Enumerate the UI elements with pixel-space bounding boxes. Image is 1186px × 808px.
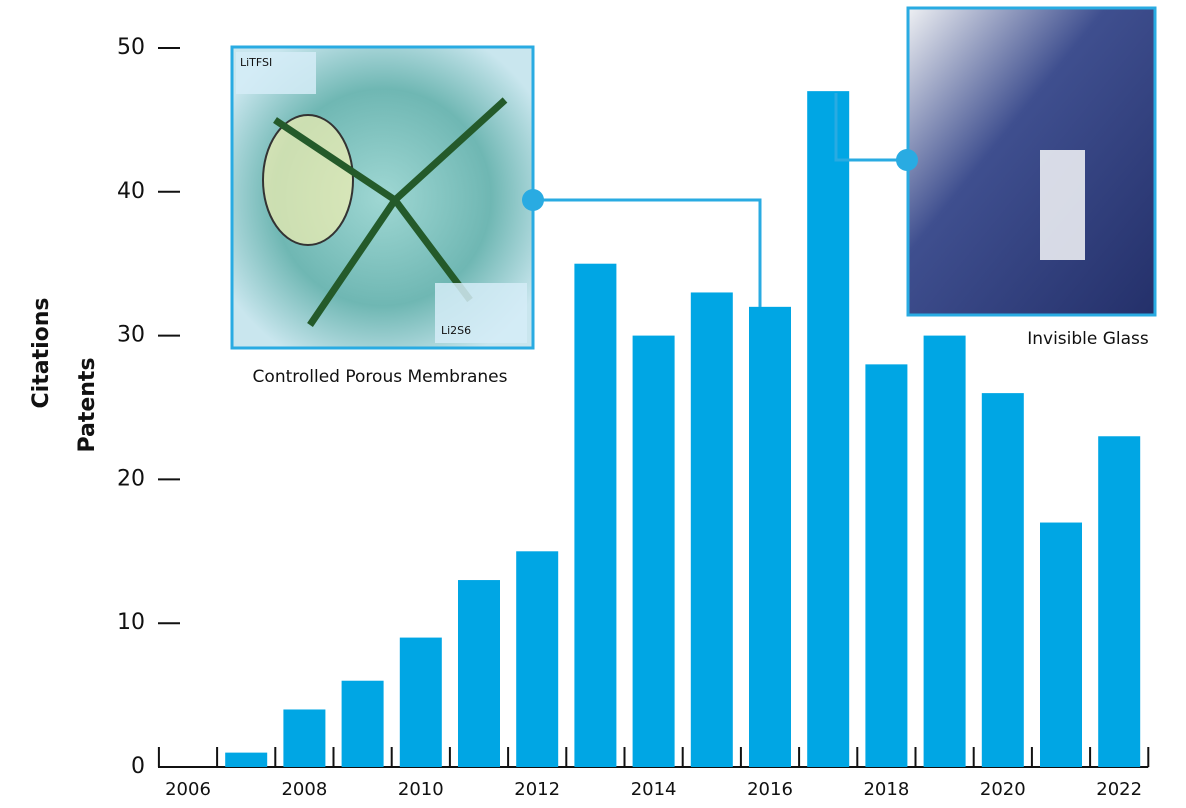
bar: [982, 393, 1024, 767]
caption: Invisible Glass: [1027, 329, 1149, 349]
bar: [516, 551, 558, 767]
y-tick-label: 40: [117, 179, 145, 204]
bar: [458, 580, 500, 767]
bar: [633, 336, 675, 767]
bar: [924, 336, 966, 767]
y-tick-label: 0: [131, 754, 145, 779]
x-tick-label: 2008: [281, 779, 327, 800]
y-tick-label: 30: [117, 323, 145, 348]
inset-label: Li2S6: [441, 324, 471, 337]
x-tick-label: 2010: [398, 779, 444, 800]
bar: [574, 264, 616, 767]
inset-image: [908, 8, 1155, 315]
bar: [400, 638, 442, 767]
y-tick-label: 20: [117, 466, 145, 491]
x-tick-label: 2018: [863, 779, 909, 800]
inset-glass: Invisible Glass: [836, 8, 1155, 349]
connector: [533, 200, 760, 307]
chart: Citations Patents 0 10 20 30 40 50 2006 2008 201…: [0, 0, 1186, 808]
page: {"chart_data": {"type": "bar", "y_label"…: [0, 0, 1186, 808]
inset-label: LiTFSI: [240, 56, 272, 69]
bar: [1098, 436, 1140, 767]
bar: [283, 709, 325, 767]
x-tick-label: 2020: [980, 779, 1026, 800]
y2-axis-title: Citations: [29, 298, 54, 409]
bar: [225, 753, 267, 767]
bar: [691, 292, 733, 767]
x-tick-label: 2006: [165, 779, 211, 800]
bar: [807, 91, 849, 767]
inset-membranes: LiTFSI Li2S6 Controlled Porous Membranes: [232, 47, 760, 387]
y-tick-label: 10: [117, 610, 145, 635]
x-tick-label: 2016: [747, 779, 793, 800]
highlight: [263, 115, 353, 245]
x-tick-label: 2022: [1096, 779, 1142, 800]
bar: [749, 307, 791, 767]
bar: [1040, 523, 1082, 767]
x-tick-label: 2014: [631, 779, 677, 800]
bar: [865, 364, 907, 767]
y-axis-title: Patents: [75, 357, 100, 452]
y-tick-label: 50: [117, 35, 145, 60]
x-tick-label: 2012: [514, 779, 560, 800]
bar: [342, 681, 384, 767]
caption: Controlled Porous Membranes: [253, 367, 508, 387]
glass: [1040, 150, 1085, 260]
